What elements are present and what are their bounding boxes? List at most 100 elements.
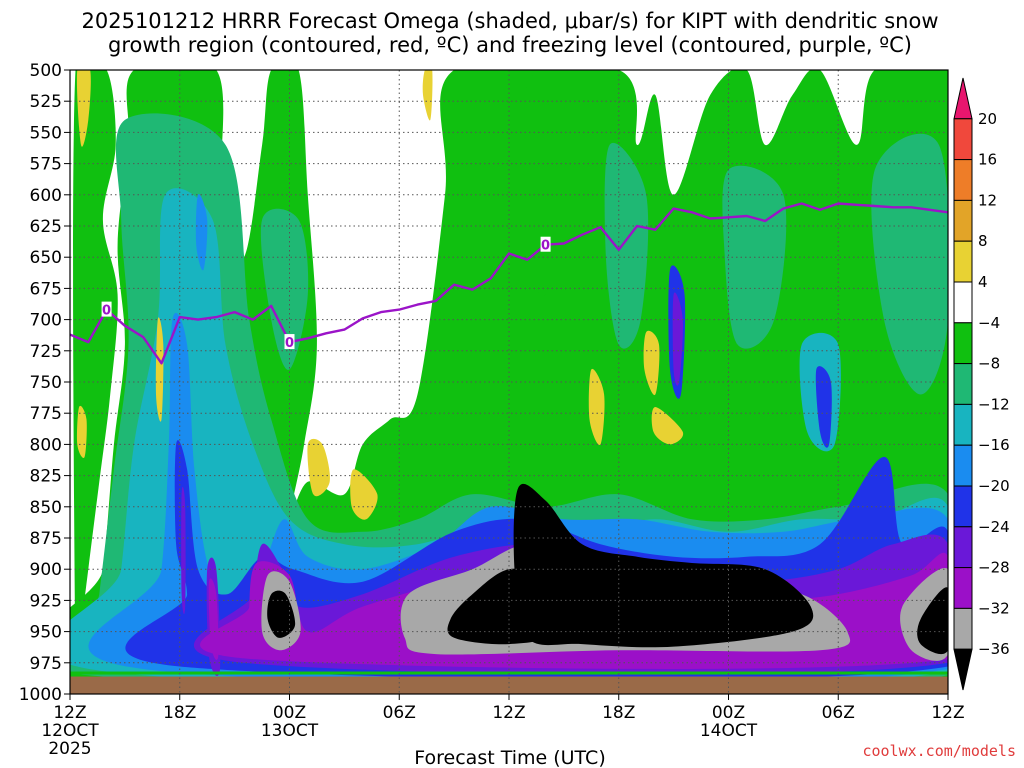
x-tick-date-6: 14OCT [700, 721, 758, 741]
colorbar: 20 16 12 8 4 −4 −8 −12 −16 −20 −24 −28 −32 −36 [953, 77, 1010, 691]
y-tick-label-825: 825 [30, 467, 62, 487]
omega-region-4-2 [155, 317, 164, 422]
y-tick-label-550: 550 [30, 123, 62, 143]
colorbar-label-0: 20 [978, 110, 997, 128]
x-axis-label: Forecast Time (UTC) [414, 747, 605, 768]
omega-region-4-3 [422, 70, 433, 121]
colorbar-label-12: −32 [978, 599, 1010, 617]
freezing-level-line [70, 202, 948, 365]
omega-region-4-1 [76, 405, 87, 458]
ground-band [70, 676, 948, 694]
y-tick-label-500: 500 [30, 61, 62, 81]
colorbar-label-1: 16 [978, 151, 997, 169]
colorbar-band-5 [953, 281, 973, 324]
x-tick-label-7: 06Z [822, 703, 855, 723]
chart-title-line2: growth region (contoured, red, ºC) and f… [108, 33, 912, 57]
omega-region-m4-4 [516, 70, 564, 297]
omega-region-m20-2 [815, 366, 832, 448]
colorbar-band-9 [953, 444, 973, 487]
x-tick-label-3: 06Z [383, 703, 416, 723]
freezing-label-2: 0 [541, 239, 550, 254]
omega-region-m36-2 [513, 483, 814, 648]
y-tick-label-525: 525 [30, 92, 62, 112]
omega-region-4-8 [643, 330, 660, 396]
omega-region-4-7 [651, 407, 684, 445]
y-tick-label-900: 900 [30, 560, 62, 580]
y-tick-label-675: 675 [30, 279, 62, 299]
colorbar-band-7 [953, 363, 973, 405]
credit-text[interactable]: coolwx.com/models [862, 742, 1016, 760]
colorbar-label-11: −28 [978, 559, 1010, 577]
omega-region-4-6 [588, 368, 605, 446]
x-tick-year-0: 2025 [48, 739, 91, 759]
colorbar-band-8 [953, 403, 973, 446]
colorbar-band-13 [953, 607, 973, 650]
colorbar-label-8: −16 [978, 436, 1010, 454]
x-tick-label-5: 18Z [602, 703, 635, 723]
omega-region-m8-4 [871, 133, 948, 395]
colorbar-band-12 [953, 567, 973, 609]
colorbar-label-3: 8 [978, 232, 988, 250]
colorbar-band-1 [953, 118, 973, 161]
colorbar-label-9: −20 [978, 477, 1010, 495]
colorbar-tip-top [953, 77, 973, 120]
x-tick-label-1: 18Z [163, 703, 196, 723]
y-tick-label-625: 625 [30, 217, 62, 237]
colorbar-label-7: −12 [978, 395, 1010, 413]
freezing-label-bg-1 [284, 334, 295, 350]
colorbar-tip-bottom [953, 648, 973, 691]
colorbar-label-10: −24 [978, 518, 1010, 536]
colorbar-label-2: 12 [978, 191, 997, 209]
y-tick-label-700: 700 [30, 311, 62, 331]
y-tick-label-575: 575 [30, 155, 62, 175]
y-tick-label-975: 975 [30, 654, 62, 674]
omega-region-m24-3 [672, 292, 683, 386]
y-tick-label-1000: 1000 [19, 685, 62, 705]
y-axis-ticks: 500 525 550 575 600 625 650 675 700 725 750 775 800 8… [19, 61, 70, 705]
colorbar-band-6 [953, 322, 973, 365]
y-tick-label-850: 850 [30, 498, 62, 518]
omega-region-4-0 [76, 70, 91, 147]
colorbar-band-11 [953, 526, 973, 569]
freezing-level: 0 0 0 [70, 202, 948, 365]
omega-region-m4-3 [456, 87, 501, 320]
freezing-label-bg-2 [540, 236, 551, 252]
colorbar-band-2 [953, 159, 973, 201]
omega-region-m36-3 [917, 587, 948, 655]
colorbar-band-3 [953, 199, 973, 242]
chart-title-line1: 2025101212 HRRR Forecast Omega (shaded, … [82, 9, 939, 33]
freezing-label-0: 0 [102, 304, 111, 319]
omega-shading [70, 70, 948, 694]
x-tick-label-4: 12Z [492, 703, 525, 723]
y-tick-label-875: 875 [30, 529, 62, 549]
y-tick-label-950: 950 [30, 623, 62, 643]
freezing-label-1: 0 [285, 336, 294, 351]
y-tick-label-775: 775 [30, 404, 62, 424]
omega-region-m24-0 [181, 486, 186, 615]
omega-region-4-4 [307, 438, 330, 497]
y-tick-label-750: 750 [30, 373, 62, 393]
colorbar-label-4: 4 [978, 273, 988, 291]
colorbar-label-5: −4 [978, 314, 1000, 332]
colorbar-label-13: −36 [978, 640, 1010, 658]
omega-region-m36-0 [267, 590, 296, 638]
y-tick-label-800: 800 [30, 435, 62, 455]
omega-region-m16-1 [195, 194, 208, 271]
omega-region-4-5 [350, 469, 378, 520]
grid-lines [70, 69, 948, 695]
x-tick-label-8: 12Z [931, 703, 964, 723]
colorbar-band-4 [953, 240, 973, 283]
x-tick-date-0: 12OCT [41, 721, 99, 741]
y-tick-label-650: 650 [30, 248, 62, 268]
y-tick-label-600: 600 [30, 186, 62, 206]
x-tick-label-2: 00Z [273, 703, 306, 723]
omega-region-m8-1 [260, 208, 309, 370]
y-tick-label-725: 725 [30, 342, 62, 362]
colorbar-band-10 [953, 485, 973, 528]
x-tick-label-6: 00Z [712, 703, 745, 723]
y-tick-label-925: 925 [30, 591, 62, 611]
freezing-label-bg-0 [101, 301, 112, 317]
colorbar-label-6: −8 [978, 355, 1000, 373]
